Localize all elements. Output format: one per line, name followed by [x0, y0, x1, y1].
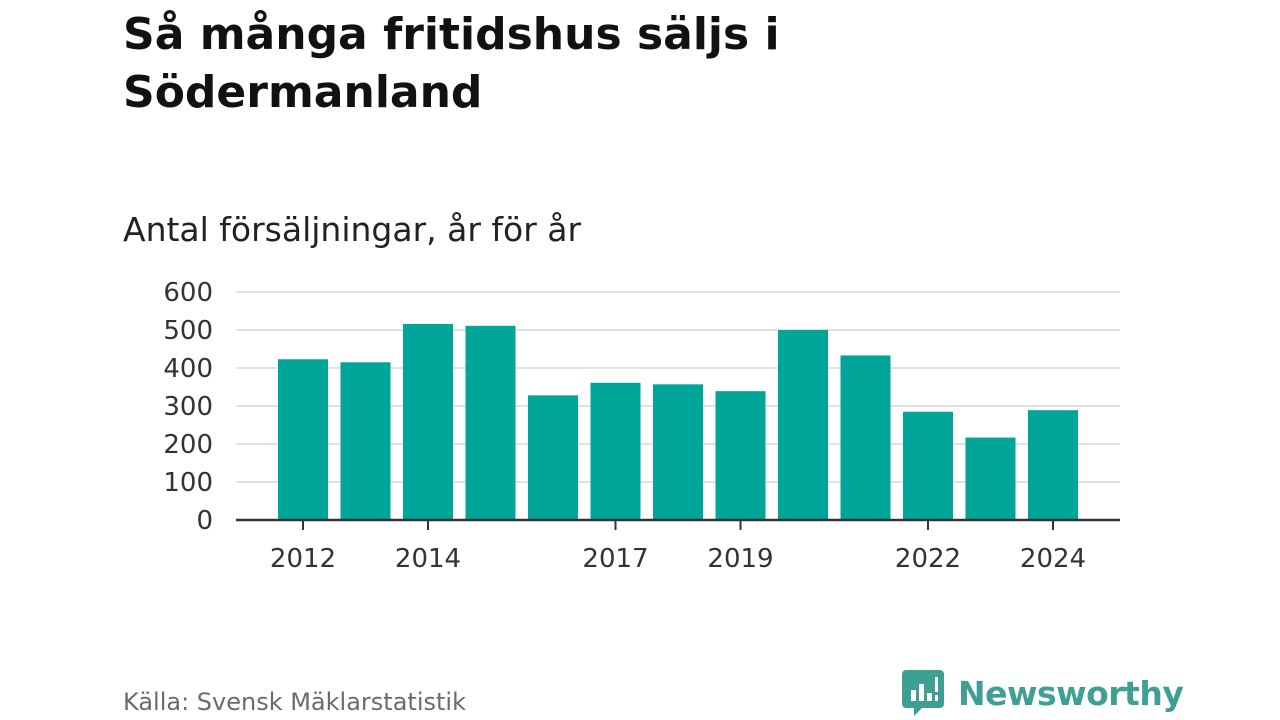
chart-title: Så många fritidshus säljs i Södermanland — [123, 9, 780, 118]
bar — [590, 382, 641, 520]
bar — [903, 411, 953, 520]
x-tick-label: 2019 — [707, 544, 773, 574]
bar — [528, 395, 578, 520]
x-tick-label: 2022 — [895, 544, 961, 574]
bar — [715, 391, 766, 520]
y-tick-label: 100 — [163, 468, 213, 498]
bar — [653, 384, 703, 520]
bar — [340, 362, 391, 520]
brand-name: Newsworthy — [958, 673, 1184, 713]
y-tick-label: 600 — [163, 278, 213, 308]
x-tick-label: 2012 — [270, 544, 336, 574]
bar — [465, 325, 516, 520]
x-tick-label: 2017 — [582, 544, 648, 574]
bar — [840, 355, 891, 520]
source-note: Källa: Svensk Mäklarstatistik — [123, 688, 466, 716]
y-tick-label: 0 — [196, 506, 213, 536]
x-tick-label: 2024 — [1020, 544, 1086, 574]
y-tick-label: 500 — [163, 316, 213, 346]
chart-subtitle: Antal försäljningar, år för år — [123, 210, 582, 249]
newsworthy-brand: Newsworthy — [902, 670, 1184, 716]
bar — [403, 323, 453, 520]
bar — [778, 330, 828, 520]
bar — [278, 359, 328, 520]
x-tick-label: 2014 — [395, 544, 461, 574]
bar — [965, 437, 1016, 520]
newsworthy-logo-icon — [902, 670, 944, 716]
y-tick-label: 400 — [163, 354, 213, 384]
y-tick-label: 200 — [163, 430, 213, 460]
bar — [1028, 410, 1078, 520]
y-tick-label: 300 — [163, 392, 213, 422]
